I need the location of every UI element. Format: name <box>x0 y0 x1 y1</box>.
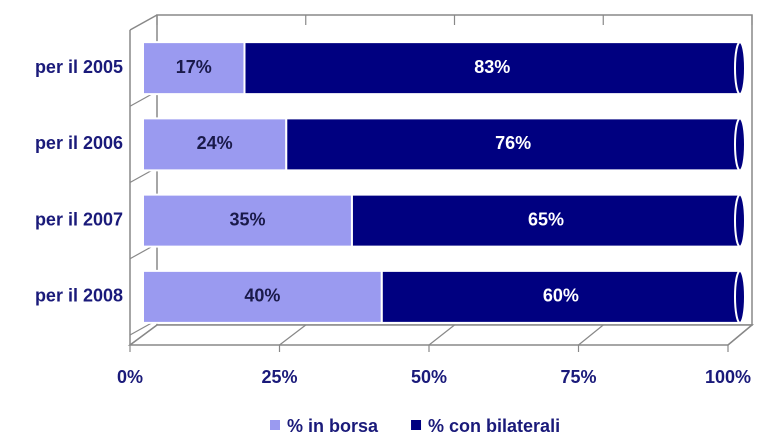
bar-label: 65% <box>528 209 564 229</box>
legend-label: % in borsa <box>287 416 379 436</box>
x-tick-label: 75% <box>560 367 596 387</box>
bar-label: 76% <box>495 133 531 153</box>
bar-label: 60% <box>543 286 579 306</box>
bar-label: 35% <box>229 209 265 229</box>
grid-line <box>129 324 158 346</box>
bar-label: 40% <box>244 286 280 306</box>
bar-cap <box>734 117 746 172</box>
bar-cap <box>734 193 746 248</box>
grid-line <box>578 324 604 346</box>
bar-label: 83% <box>474 57 510 77</box>
grid-line <box>727 324 753 346</box>
grid-line <box>428 324 455 346</box>
bar-cap <box>734 269 746 324</box>
x-tick-label: 0% <box>117 367 143 387</box>
y-tick-label: per il 2007 <box>35 209 123 229</box>
bar-label: 17% <box>176 57 212 77</box>
x-tick-label: 100% <box>705 367 751 387</box>
x-tick-label: 25% <box>261 367 297 387</box>
x-tick-label: 50% <box>411 367 447 387</box>
bar <box>142 41 246 96</box>
bar <box>380 269 741 324</box>
grid-line <box>279 324 307 346</box>
y-tick-label: per il 2008 <box>35 286 123 306</box>
legend-swatch <box>411 420 422 430</box>
legend-swatch <box>270 420 280 430</box>
left-wall <box>129 14 158 31</box>
bar <box>142 269 383 324</box>
bar <box>142 117 288 172</box>
y-tick-label: per il 2006 <box>35 133 123 153</box>
bar <box>142 193 353 248</box>
bar-label: 24% <box>197 133 233 153</box>
y-tick-label: per il 2005 <box>35 57 123 77</box>
bar-cap <box>734 41 746 96</box>
bar <box>285 117 741 172</box>
legend-label: % con bilaterali <box>428 416 560 436</box>
